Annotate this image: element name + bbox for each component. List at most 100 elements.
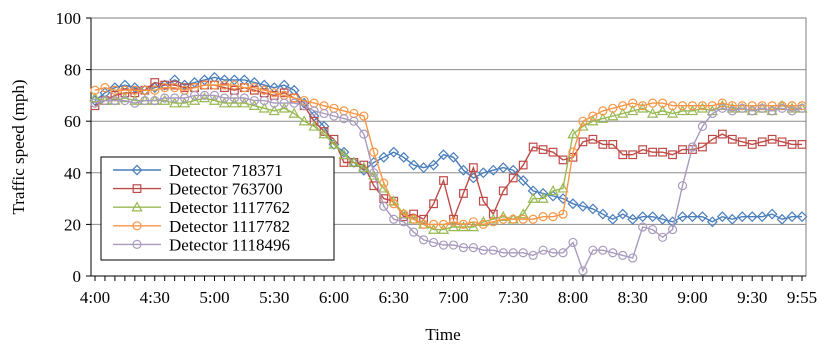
data-point: [457, 164, 469, 176]
data-point: [379, 201, 389, 211]
data-point: [518, 214, 528, 224]
data-point: [527, 192, 539, 203]
data-point: [457, 221, 470, 232]
data-point: [348, 156, 360, 167]
data-point: [528, 142, 538, 152]
data-point: [518, 248, 528, 258]
data-point: [567, 128, 579, 139]
x-axis-title: Time: [425, 325, 460, 344]
data-point: [608, 103, 618, 113]
data-point: [188, 94, 201, 105]
data-point: [209, 71, 220, 83]
data-point: [399, 217, 409, 227]
data-point: [737, 137, 747, 147]
data-point: [90, 85, 100, 95]
data-point: [90, 98, 100, 108]
data-point: [427, 223, 440, 234]
series-line: [94, 76, 802, 223]
data-point: [767, 101, 777, 111]
data-point: [140, 85, 150, 95]
data-point: [736, 211, 748, 223]
data-point: [349, 116, 359, 126]
legend-label: Detector 1117782: [169, 217, 290, 236]
data-point: [259, 95, 269, 106]
data-point: [637, 102, 649, 113]
data-point: [170, 83, 180, 93]
data-point: [697, 121, 708, 131]
data-point: [419, 219, 429, 229]
data-point: [120, 85, 130, 95]
data-point: [228, 97, 241, 108]
data-point: [687, 142, 698, 152]
data-point: [248, 99, 260, 111]
data-point: [717, 129, 727, 139]
data-point: [130, 85, 140, 95]
data-point: [657, 98, 668, 108]
data-point: [597, 112, 609, 123]
data-point: [109, 82, 121, 94]
data-point: [219, 93, 230, 103]
data-point: [678, 145, 687, 154]
data-point: [538, 145, 548, 154]
data-point: [686, 105, 699, 116]
data-point: [159, 94, 171, 105]
data-point: [239, 93, 249, 103]
data-point: [676, 105, 689, 116]
data-point: [409, 209, 419, 219]
data-point: [238, 97, 250, 108]
data-point: [717, 98, 727, 108]
data-point: [517, 175, 529, 186]
data-point: [419, 235, 429, 245]
data-point: [299, 101, 309, 111]
legend-marker: [132, 184, 142, 194]
data-point: [797, 103, 807, 113]
data-point: [677, 101, 688, 111]
data-point: [667, 224, 678, 235]
legend-item: Detector 1117782: [113, 217, 290, 236]
data-point: [378, 151, 390, 163]
data-point: [279, 98, 289, 108]
legend-label: Detector 1117762: [169, 198, 290, 217]
data-point: [199, 90, 210, 101]
data-point: [468, 217, 478, 227]
data-point: [269, 98, 279, 108]
data-point: [199, 80, 210, 90]
series-layer: [89, 71, 808, 276]
data-point: [577, 120, 589, 131]
data-point: [766, 208, 778, 220]
data-point: [170, 93, 180, 103]
data-point: [598, 140, 608, 149]
data-point: [258, 102, 270, 113]
data-point: [598, 245, 608, 255]
data-point: [747, 101, 757, 111]
data-point: [189, 90, 200, 101]
data-point: [179, 97, 191, 108]
data-point: [558, 248, 568, 258]
data-point: [648, 98, 658, 108]
data-point: [309, 116, 319, 126]
y-tick-label: 60: [64, 112, 81, 131]
data-point: [209, 90, 220, 101]
data-point: [548, 212, 558, 222]
x-tick-label: 4:00: [80, 288, 110, 307]
legend-item: Detector 718371: [113, 161, 283, 180]
data-point: [787, 101, 797, 111]
data-point: [497, 162, 509, 174]
data-point: [747, 140, 757, 149]
x-tick-label: 5:00: [199, 288, 229, 307]
data-point: [517, 208, 529, 219]
data-point: [538, 212, 548, 222]
data-point: [777, 101, 787, 111]
data-point: [668, 150, 677, 160]
data-point: [368, 169, 380, 180]
data-point: [409, 214, 419, 224]
legend-label: Detector 1118496: [169, 235, 290, 254]
x-tick-label: 7:00: [438, 288, 468, 307]
data-point: [618, 150, 628, 160]
data-point: [488, 245, 498, 255]
x-tick-label: 7:30: [498, 288, 528, 307]
data-point: [478, 196, 488, 206]
data-point: [507, 164, 519, 176]
